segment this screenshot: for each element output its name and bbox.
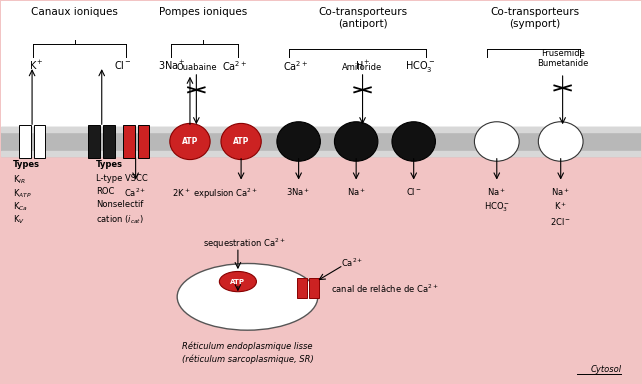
Ellipse shape xyxy=(221,123,261,160)
Text: K$_{IR}$: K$_{IR}$ xyxy=(13,174,26,186)
Text: Pompes ioniques: Pompes ioniques xyxy=(159,7,247,17)
Text: K$^+$: K$^+$ xyxy=(29,60,44,73)
Text: (réticulum sarcoplasmique, SR): (réticulum sarcoplasmique, SR) xyxy=(182,354,313,364)
Text: Ouabaine: Ouabaine xyxy=(176,63,216,72)
Text: Na$^+$: Na$^+$ xyxy=(551,186,570,198)
Text: 2K$^+$ expulsion Ca$^{2+}$: 2K$^+$ expulsion Ca$^{2+}$ xyxy=(173,186,259,201)
Ellipse shape xyxy=(474,122,519,161)
Ellipse shape xyxy=(277,122,320,161)
Text: Na$^+$: Na$^+$ xyxy=(347,186,366,198)
Text: Co-transporteurs
(symport): Co-transporteurs (symport) xyxy=(490,7,580,29)
Bar xyxy=(1,151,641,156)
Bar xyxy=(1,127,641,132)
Bar xyxy=(1,2,641,127)
Text: ATP: ATP xyxy=(230,278,245,285)
Text: ATP: ATP xyxy=(233,137,249,146)
Text: Types: Types xyxy=(13,160,40,169)
Text: sequestration Ca$^{2+}$: sequestration Ca$^{2+}$ xyxy=(203,236,285,251)
Text: K$_{Ca}$: K$_{Ca}$ xyxy=(13,200,28,213)
Ellipse shape xyxy=(220,271,256,292)
Text: Cl$^-$: Cl$^-$ xyxy=(406,186,422,197)
Bar xyxy=(89,125,100,158)
Bar xyxy=(1,127,641,156)
Text: Cl$^-$: Cl$^-$ xyxy=(114,60,132,71)
Text: cation ($i_{cat}$): cation ($i_{cat}$) xyxy=(96,214,144,226)
Text: 2Cl$^-$: 2Cl$^-$ xyxy=(550,216,571,227)
Ellipse shape xyxy=(334,122,378,161)
Text: ROC: ROC xyxy=(96,187,114,196)
Text: Ca$^{2+}$: Ca$^{2+}$ xyxy=(222,60,247,73)
Text: Co-transporteurs
(antiport): Co-transporteurs (antiport) xyxy=(318,7,407,29)
Text: Frusemide
Bumetanide: Frusemide Bumetanide xyxy=(537,50,588,68)
Text: Ca$^{2+}$: Ca$^{2+}$ xyxy=(282,60,308,73)
Bar xyxy=(297,278,307,298)
Text: Na$^+$: Na$^+$ xyxy=(487,186,507,198)
Text: HCO$_3^-$: HCO$_3^-$ xyxy=(483,201,510,214)
Text: Amiloride: Amiloride xyxy=(342,63,383,72)
Text: 3Na$^+$: 3Na$^+$ xyxy=(158,60,186,73)
Text: K$_{ATP}$: K$_{ATP}$ xyxy=(13,187,31,200)
Bar xyxy=(34,125,46,158)
Text: K$_V$: K$_V$ xyxy=(13,214,25,226)
Text: H$^+$: H$^+$ xyxy=(355,60,370,73)
Text: Nonselectif: Nonselectif xyxy=(96,200,143,209)
Bar xyxy=(309,278,319,298)
Text: ATP: ATP xyxy=(182,137,198,146)
Bar xyxy=(103,125,114,158)
Text: Réticulum endoplasmique lisse: Réticulum endoplasmique lisse xyxy=(182,342,313,351)
Text: HCO$_3^-$: HCO$_3^-$ xyxy=(405,60,435,74)
Text: Canaux ioniques: Canaux ioniques xyxy=(31,7,118,17)
Ellipse shape xyxy=(170,123,210,160)
Bar xyxy=(123,125,135,158)
Text: Cytosol: Cytosol xyxy=(590,365,621,374)
Text: Ca$^{2+}$: Ca$^{2+}$ xyxy=(342,257,364,269)
Text: 3Na$^+$: 3Na$^+$ xyxy=(286,186,311,198)
Bar xyxy=(137,125,149,158)
Ellipse shape xyxy=(177,263,318,330)
Text: L-type VSCC: L-type VSCC xyxy=(96,174,148,183)
Text: Ca$^{2+}$: Ca$^{2+}$ xyxy=(125,186,147,199)
Text: K$^+$: K$^+$ xyxy=(554,201,568,212)
Bar xyxy=(19,125,31,158)
Text: canal de relâche de Ca$^{2+}$: canal de relâche de Ca$^{2+}$ xyxy=(331,283,438,295)
Ellipse shape xyxy=(392,122,435,161)
Ellipse shape xyxy=(539,122,583,161)
Text: Types: Types xyxy=(96,160,123,169)
